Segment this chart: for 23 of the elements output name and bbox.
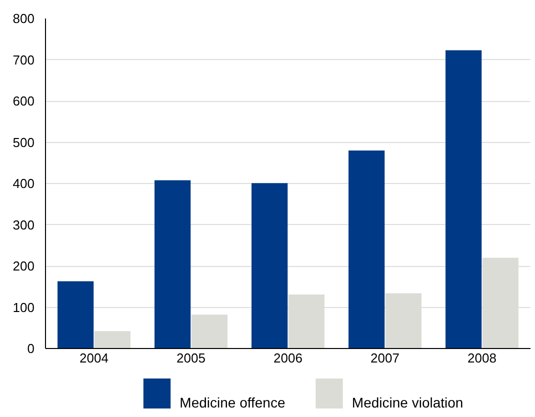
- legend-label: Medicine offence: [180, 394, 286, 410]
- x-tick-label: 2005: [176, 350, 206, 366]
- bar: [446, 50, 482, 348]
- y-tick-label: 300: [12, 217, 35, 232]
- bar: [191, 314, 228, 348]
- x-tick-label: 2004: [80, 350, 108, 366]
- x-tick-label: 2006: [274, 350, 302, 366]
- x-tick-label: 2007: [370, 350, 400, 366]
- y-tick-label: 200: [12, 258, 35, 274]
- bar: [58, 281, 94, 348]
- x-tick-label: 2008: [468, 350, 496, 366]
- legend-label: Medicine violation: [352, 394, 464, 410]
- y-tick-label: 100: [12, 300, 35, 315]
- y-tick-label: 600: [12, 94, 35, 108]
- y-tick-label: 500: [12, 134, 35, 150]
- bar: [94, 331, 130, 348]
- bar: [252, 183, 288, 348]
- bar: [348, 150, 385, 348]
- y-tick-label: 0: [27, 341, 35, 356]
- bar: [154, 180, 191, 348]
- y-tick-label: 800: [12, 11, 35, 26]
- y-tick-label: 400: [12, 176, 35, 191]
- y-tick-label: 700: [12, 52, 35, 68]
